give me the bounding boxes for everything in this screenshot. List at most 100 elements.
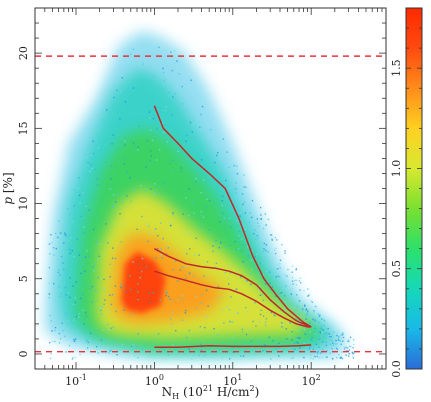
density-speckle [188,214,190,217]
density-speckle [340,337,342,339]
density-speckle [236,311,238,314]
density-speckle [295,269,297,271]
density-speckle [110,178,112,180]
density-speckle [67,319,69,322]
density-speckle [74,297,77,299]
density-speckle [166,141,169,143]
density-speckle [318,321,320,324]
density-speckle [330,339,333,341]
density-speckle [345,354,347,356]
density-speckle [240,355,242,357]
density-speckle [280,292,283,294]
density-speckle [294,342,296,344]
density-speckle [62,329,64,332]
density-speckle [73,256,75,258]
density-speckle [241,193,244,195]
density-speckle [67,292,70,294]
density-speckle [235,192,238,194]
density-speckle [164,109,166,112]
density-speckle [89,170,91,172]
density-speckle [195,181,197,183]
density-speckle [141,257,144,260]
density-speckle [114,285,117,287]
colorbar-tick-label: 1.5 [390,59,403,77]
density-speckle [254,301,256,304]
density-speckle [91,301,93,303]
density-speckle [137,298,139,301]
density-speckle [228,283,230,285]
density-speckle [199,326,202,328]
density-speckle [124,140,126,142]
density-speckle [188,329,191,332]
x-tick-label-exp: 0 [159,373,164,382]
density-speckle [270,234,273,236]
density-speckle [312,319,314,322]
density-speckle [67,208,69,210]
density-speckle [265,321,267,323]
density-speckle [96,242,98,244]
density-speckle [60,290,62,292]
density-speckle [284,274,286,276]
density-speckle [49,341,51,344]
density-speckle [281,322,283,324]
density-speckle [348,349,351,351]
density-speckle [305,309,307,311]
density-speckle [218,296,221,299]
density-speckle [292,348,295,350]
density-speckle [132,344,134,346]
density-speckle [230,226,233,228]
density-speckle [332,342,334,344]
density-speckle [133,145,135,148]
density-speckle [193,212,195,214]
density-speckle [201,129,203,131]
density-speckle [323,319,325,321]
density-speckle [149,117,151,119]
density-speckle [303,342,305,344]
density-speckle [346,347,349,349]
density-speckle [335,343,337,345]
density-speckle [137,146,139,148]
density-speckle [102,329,104,331]
density-speckle [284,282,286,284]
density-speckle [119,213,121,215]
density-speckle [182,213,184,215]
density-speckle [295,279,297,281]
density-speckle [59,295,61,298]
density-speckle [319,352,322,354]
density-speckle [192,201,194,204]
density-speckle [123,163,126,165]
density-speckle [51,330,53,332]
y-tick-label: 0 [17,350,30,357]
density-speckle [247,246,249,248]
density-speckle [182,119,185,121]
density-speckle [325,344,328,347]
density-speckle [294,311,296,313]
density-speckle [222,195,224,197]
density-speckle [80,272,82,275]
density-speckle [200,343,202,345]
density-speckle [262,227,265,230]
density-speckle [65,294,67,296]
density-speckle [234,188,237,190]
density-speckle [81,293,84,296]
density-speckle [110,165,112,167]
y-axis-label-symbol: p [1,197,15,205]
reference-lines [35,55,386,353]
density-speckle [291,288,293,290]
density-speckle [282,325,284,327]
density-speckle [162,72,165,74]
density-speckle [278,355,280,357]
x-tick-label: 102 [302,373,321,388]
density-speckle [275,295,277,297]
density-speckle [338,354,340,356]
density-speckle [74,356,76,359]
density-speckle [345,346,347,349]
density-speckle [185,197,187,199]
y-axis-label-unit: [%] [1,172,15,197]
density-speckle [121,201,124,204]
density-speckle [177,150,179,152]
density-speckle [312,358,314,360]
density-speckle [112,205,114,207]
density-speckle [271,239,273,241]
density-speckle [58,220,60,222]
